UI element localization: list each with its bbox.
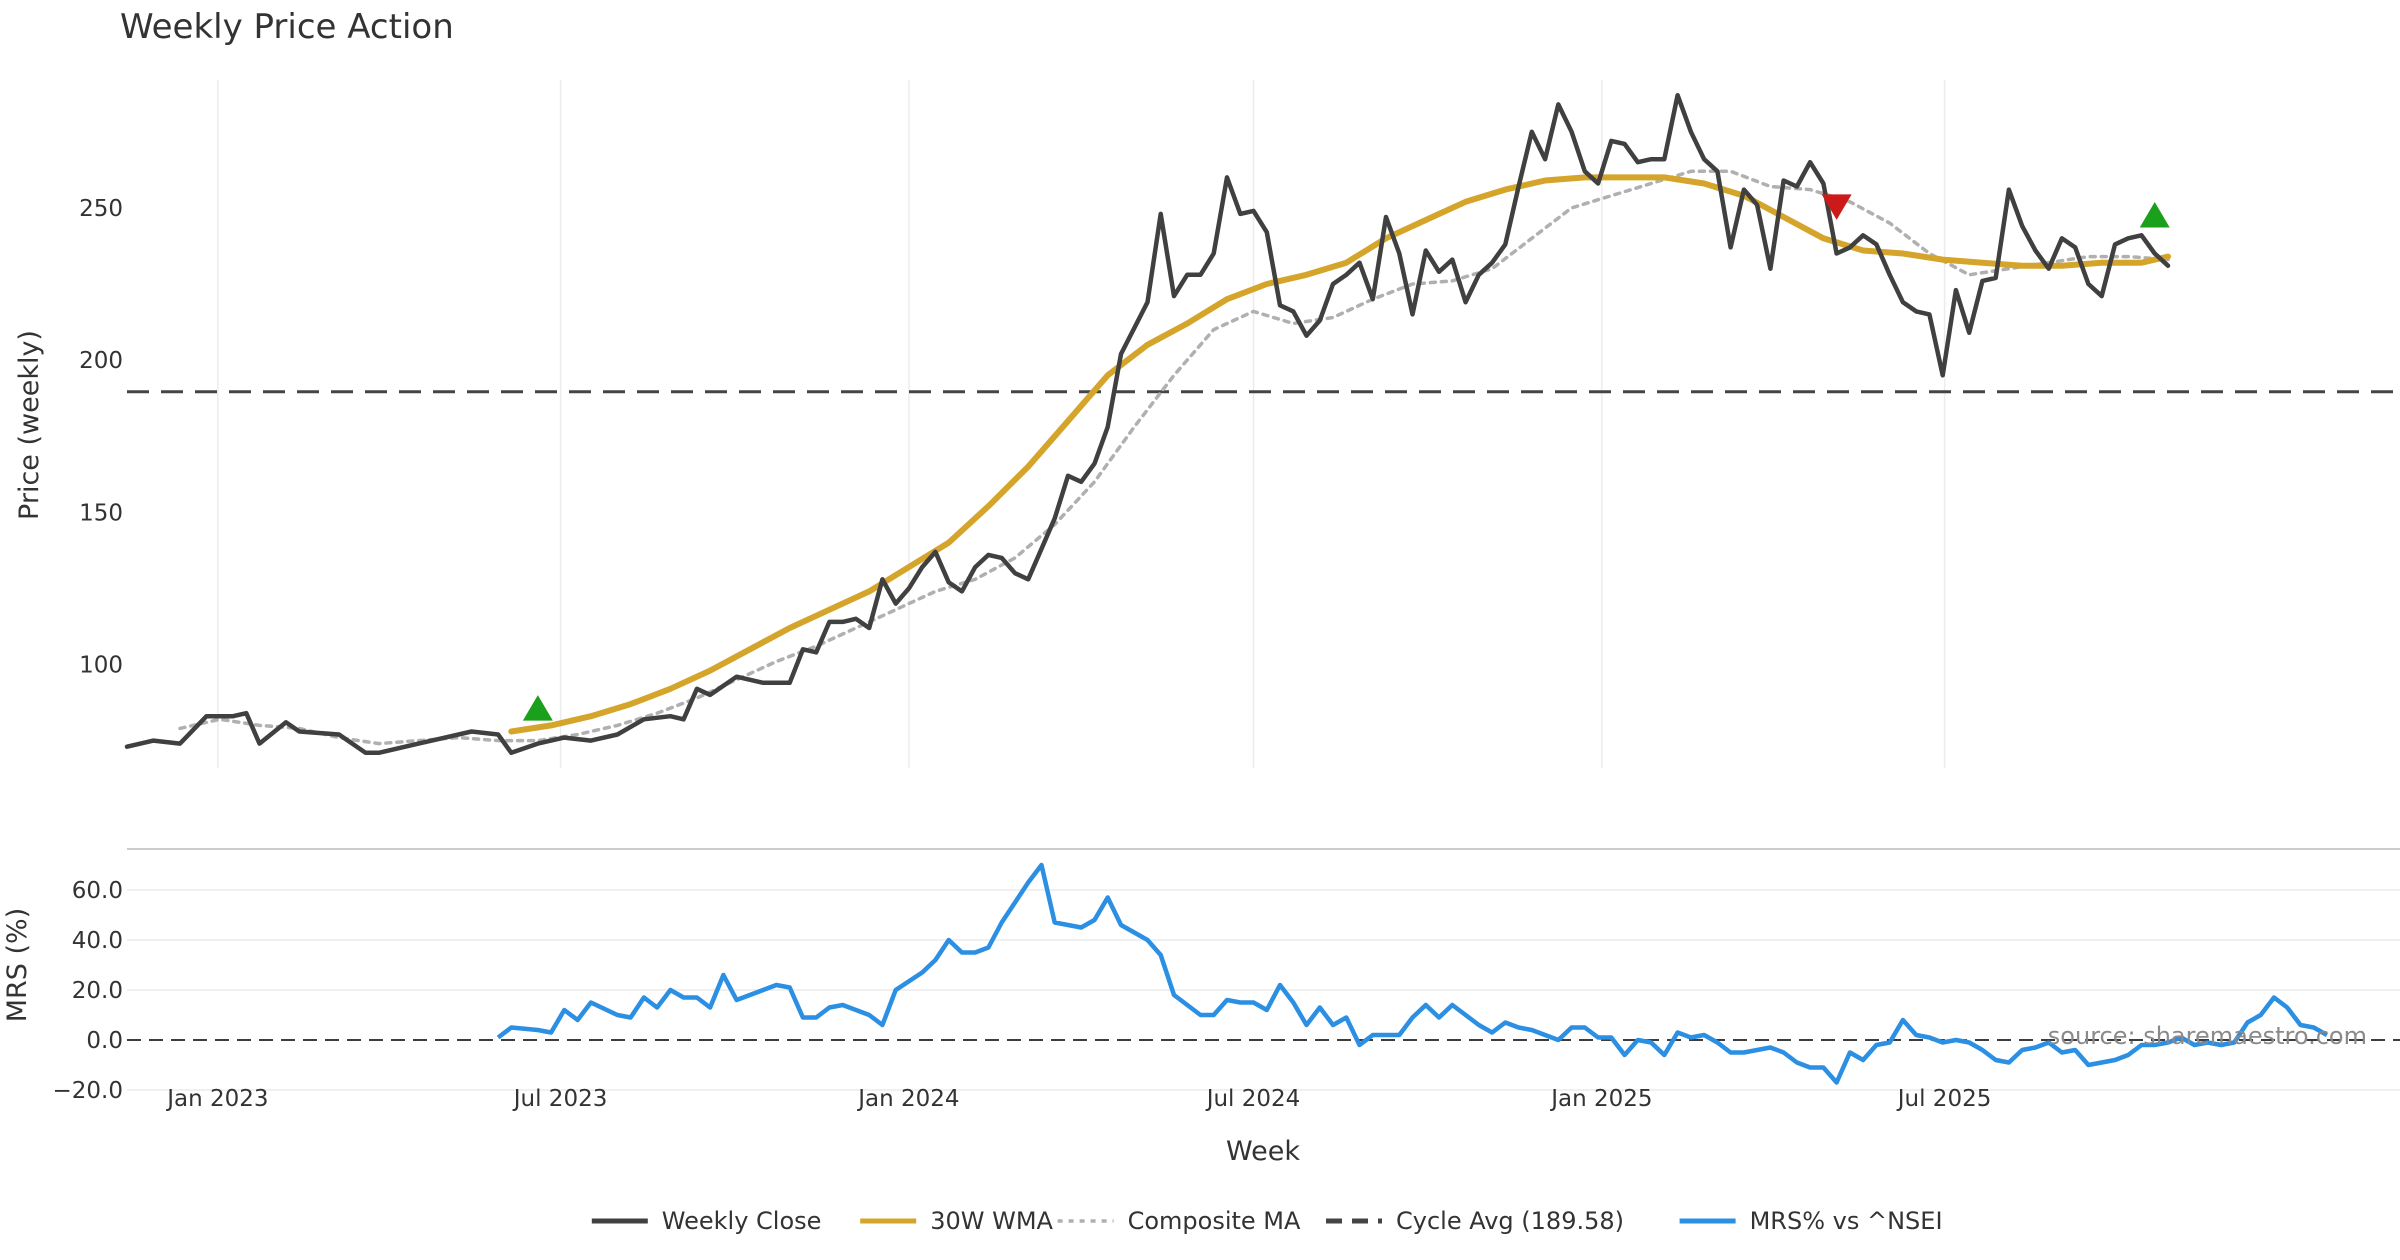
price-y-tick-label: 250 xyxy=(79,196,123,222)
legend-item: Composite MA xyxy=(1057,1207,1301,1235)
legend: Weekly Close 30W WMA Composite MA Cycle Avg… xyxy=(591,1207,1943,1235)
mrs-y-axis-label: MRS (%) xyxy=(2,908,33,1023)
sell-signal-marker xyxy=(1821,194,1852,220)
legend-item: 30W WMA xyxy=(860,1207,1054,1235)
mrs-y-tick-label: 0.0 xyxy=(86,1028,123,1054)
x-tick-label: Jan 2023 xyxy=(165,1086,268,1112)
x-tick-label: Jan 2025 xyxy=(1549,1086,1652,1112)
marker-layer xyxy=(522,194,2170,721)
legend-label: Composite MA xyxy=(1128,1207,1301,1235)
x-tick-label: Jul 2025 xyxy=(1896,1086,1992,1112)
legend-label: Cycle Avg (189.58) xyxy=(1396,1207,1624,1235)
x-axis-label: Week xyxy=(1226,1136,1300,1167)
mrs-y-tick-label: 20.0 xyxy=(72,978,123,1004)
mrs-y-tick-label: 40.0 xyxy=(72,928,123,954)
legend-label: 30W WMA xyxy=(930,1207,1053,1235)
axis-layer: Jan 2023 Jul 2023 Jan 2024 Jul 2024 Jan 2025… xyxy=(53,196,1992,1112)
reference-layer xyxy=(127,390,2400,1041)
legend-item: MRS% vs ^NSEI xyxy=(1679,1207,1943,1235)
price-y-axis-label: Price (weekly) xyxy=(14,330,45,520)
legend-item: Cycle Avg (189.58) xyxy=(1326,1207,1624,1235)
legend-item: Weekly Close xyxy=(591,1207,822,1235)
mrs-y-tick-label: −20.0 xyxy=(53,1078,123,1104)
mrs-line xyxy=(496,862,2329,1085)
buy-signal-marker xyxy=(522,695,553,721)
price-y-tick-label: 150 xyxy=(79,500,123,526)
x-tick-label: Jul 2024 xyxy=(1205,1086,1301,1112)
grid-layer xyxy=(127,80,2400,1091)
legend-label: MRS% vs ^NSEI xyxy=(1750,1207,1943,1235)
price-y-tick-label: 200 xyxy=(79,348,123,374)
x-tick-label: Jul 2023 xyxy=(512,1086,608,1112)
chart-title: Weekly Price Action xyxy=(120,7,454,47)
x-tick-label: Jan 2024 xyxy=(856,1086,959,1112)
legend-label: Weekly Close xyxy=(662,1207,822,1235)
weekly-close-line xyxy=(124,92,2171,756)
mrs-y-tick-label: 60.0 xyxy=(72,878,123,904)
price-y-tick-label: 100 xyxy=(79,652,123,678)
source-attribution: source: sharemaestro.com xyxy=(2048,1022,2367,1050)
buy-signal-marker xyxy=(2139,201,2170,228)
wma-30w-line xyxy=(508,174,2171,735)
